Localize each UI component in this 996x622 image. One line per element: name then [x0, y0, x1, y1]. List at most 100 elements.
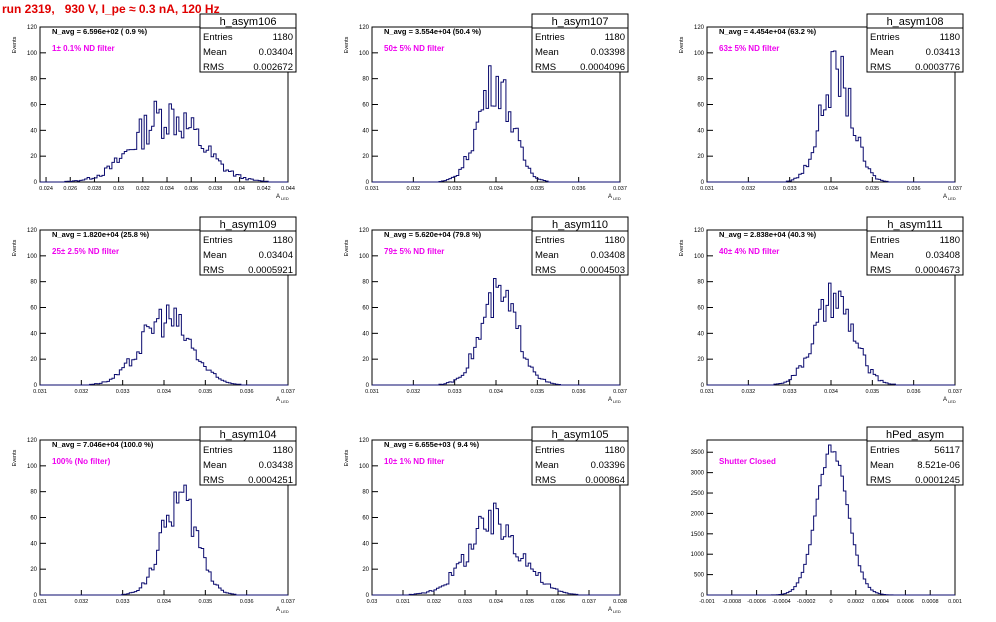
- stats-box: [866, 426, 964, 486]
- stats-value: 1180: [605, 445, 625, 456]
- x-tick-label: 0.035: [198, 599, 212, 605]
- stats-box-title: h_asym109: [220, 219, 277, 231]
- y-tick-label: 80: [30, 490, 37, 496]
- y-tick-label: 20: [30, 357, 37, 363]
- filter-annotation: 50± 5% ND filter: [384, 44, 444, 53]
- stats-key: Entries: [203, 235, 233, 246]
- x-axis-title-subscript: LED: [281, 399, 289, 404]
- histogram-curve: [40, 304, 288, 386]
- y-tick-label: 0: [366, 180, 370, 186]
- stats-box-title: h_asym111: [887, 219, 942, 231]
- y-tick-label: 20: [697, 357, 704, 363]
- x-tick-label: 0.035: [198, 389, 212, 395]
- x-axis-title-subscript: LED: [613, 609, 621, 614]
- y-tick-label: 20: [30, 154, 37, 160]
- stats-box-title: h_asym107: [552, 16, 609, 28]
- x-axis-title: A: [276, 194, 280, 200]
- stats-value: 8.521e-06: [917, 460, 960, 471]
- y-axis-title: Events: [679, 239, 685, 256]
- y-tick-label: 60: [362, 306, 369, 312]
- histogram-curve: [707, 50, 955, 183]
- x-tick-label: 0.044: [281, 186, 295, 192]
- x-tick-label: 0.0004: [872, 599, 889, 605]
- x-tick-label: 0.033: [448, 186, 462, 192]
- y-tick-label: 100: [27, 464, 38, 470]
- x-tick-label: 0.028: [88, 186, 102, 192]
- stats-box: [531, 426, 629, 486]
- y-axis-title: Events: [12, 36, 18, 53]
- y-tick-label: 120: [694, 228, 705, 234]
- histogram-curve: [707, 444, 955, 596]
- x-tick-label: 0.031: [396, 599, 410, 605]
- x-tick-label: 0.032: [741, 389, 755, 395]
- y-tick-label: 20: [697, 154, 704, 160]
- stats-value: 0.03398: [591, 47, 625, 58]
- y-tick-label: 500: [694, 573, 705, 579]
- stats-value: 0.03408: [926, 250, 960, 261]
- y-tick-label: 100: [694, 254, 705, 260]
- stats-box-title: hPed_asym: [886, 429, 944, 441]
- y-tick-label: 100: [27, 254, 38, 260]
- y-tick-label: 60: [362, 103, 369, 109]
- histogram-panel-h_asym105: 0 20 40 60 80 100 120 0.03 0.031 0.032 0.033 0.034 0…: [344, 426, 629, 614]
- y-tick-label: 40: [697, 128, 704, 134]
- stats-value: 0.002672: [253, 62, 293, 73]
- y-tick-label: 100: [27, 51, 38, 57]
- stats-key: Mean: [870, 250, 894, 261]
- y-axis-title: Events: [679, 36, 685, 53]
- stats-value: 56117: [934, 445, 960, 456]
- stats-key: Entries: [203, 445, 233, 456]
- stats-key: Mean: [535, 47, 559, 58]
- filter-annotation: 63± 5% ND filter: [719, 44, 779, 53]
- stats-box-title: h_asym104: [220, 429, 277, 441]
- stats-key: Entries: [203, 32, 233, 43]
- x-tick-label: 0.038: [209, 186, 223, 192]
- stats-key: Mean: [203, 47, 227, 58]
- y-tick-label: 0: [366, 383, 370, 389]
- x-tick-label: 0.033: [116, 389, 130, 395]
- x-tick-label: 0.033: [116, 599, 130, 605]
- stats-value: 0.03404: [259, 250, 293, 261]
- x-tick-label: 0.037: [281, 389, 295, 395]
- histogram-panel-h_asym110: 0 20 40 60 80 100 120 0.031 0.032 0.033 0.034 0.035…: [344, 216, 629, 404]
- x-tick-label: 0.034: [824, 186, 838, 192]
- y-tick-label: 100: [694, 51, 705, 57]
- navg-label: N_avg = 6.655e+03 ( 9.4 %): [384, 440, 480, 449]
- navg-label: N_avg = 2.838e+04 (40.3 %): [719, 230, 817, 239]
- stats-box-title: h_asym106: [220, 16, 277, 28]
- y-tick-label: 120: [27, 25, 38, 31]
- x-tick-label: 0.032: [427, 599, 441, 605]
- stats-value: 0.03413: [926, 47, 960, 58]
- y-tick-label: 3500: [691, 450, 705, 456]
- x-tick-label: 0.031: [365, 389, 379, 395]
- stats-key: RMS: [870, 62, 891, 73]
- y-tick-label: 0: [701, 383, 705, 389]
- x-axis-title: A: [276, 397, 280, 403]
- x-tick-label: 0.032: [74, 389, 88, 395]
- x-tick-label: -0.0002: [797, 599, 816, 605]
- x-tick-label: 0.0002: [847, 599, 864, 605]
- y-tick-label: 80: [697, 280, 704, 286]
- navg-label: N_avg = 5.620e+04 (79.8 %): [384, 230, 482, 239]
- y-tick-label: 60: [362, 516, 369, 522]
- x-tick-label: 0.034: [489, 389, 503, 395]
- x-tick-label: -0.001: [699, 599, 715, 605]
- stats-key: Entries: [535, 32, 565, 43]
- y-tick-label: 60: [697, 306, 704, 312]
- histogram-panel-h_asym104: 0 20 40 60 80 100 120 0.031 0.032 0.033 0.034 0.035…: [12, 426, 297, 614]
- histogram-panel-h_asym111: 0 20 40 60 80 100 120 0.031 0.032 0.033 0.034 0.035…: [679, 216, 964, 404]
- stats-value: 0.03438: [259, 460, 293, 471]
- y-tick-label: 80: [362, 77, 369, 83]
- histogram-curve: [372, 278, 620, 386]
- histogram-panel-h_asym108: 0 20 40 60 80 100 120 0.031 0.032 0.033 0.034 0.035…: [679, 13, 964, 201]
- filter-annotation: 40± 4% ND filter: [719, 247, 779, 256]
- x-tick-label: -0.0006: [747, 599, 766, 605]
- stats-box-title: h_asym110: [552, 219, 608, 231]
- x-tick-label: 0.035: [530, 389, 544, 395]
- y-tick-label: 40: [362, 128, 369, 134]
- stats-box-title: h_asym108: [887, 16, 944, 28]
- x-tick-label: 0.036: [572, 389, 586, 395]
- x-tick-label: 0.037: [948, 186, 962, 192]
- stats-value: 0.03408: [591, 250, 625, 261]
